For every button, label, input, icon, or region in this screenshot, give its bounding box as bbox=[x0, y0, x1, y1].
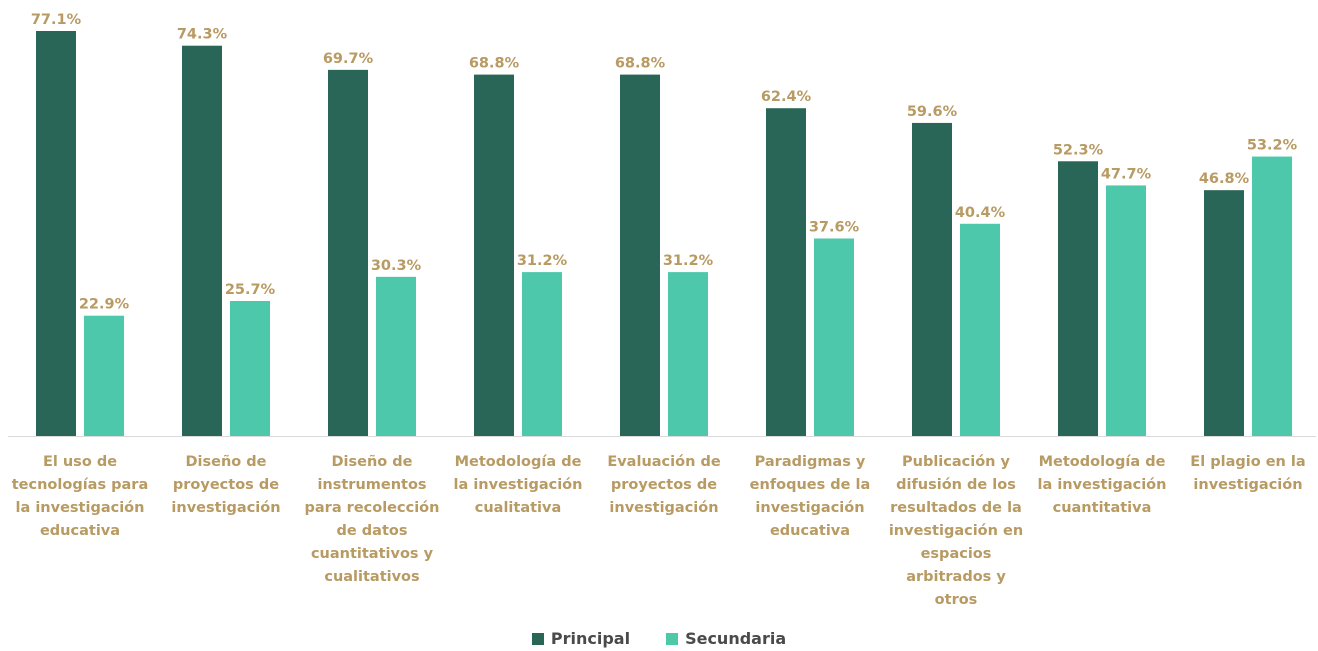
category-label-0: El uso de tecnologías para la investigac… bbox=[11, 454, 149, 539]
legend-label-secundaria: Secundaria bbox=[685, 629, 787, 648]
bar-principal-4 bbox=[620, 74, 660, 437]
legend-label-principal: Principal bbox=[550, 629, 631, 648]
legend-swatch-secundaria bbox=[666, 632, 679, 645]
value-label-secundaria-0: 22.9% bbox=[79, 297, 130, 313]
bar-secundaria-6 bbox=[960, 223, 1000, 436]
category-label-1: Diseño de proyectos de investigación bbox=[171, 454, 281, 516]
category-label-4: Evaluación de proyectos de investigación bbox=[607, 454, 721, 516]
value-label-secundaria-4: 31.2% bbox=[663, 253, 714, 269]
value-label-secundaria-8: 53.2% bbox=[1247, 138, 1298, 154]
bar-secundaria-3 bbox=[522, 272, 562, 436]
bar-secundaria-0 bbox=[84, 315, 124, 436]
category-label-5: Paradigmas y enfoques de la investigació… bbox=[749, 454, 871, 539]
value-label-secundaria-3: 31.2% bbox=[517, 253, 568, 269]
value-label-principal-4: 68.8% bbox=[615, 56, 666, 72]
category-label-8: El plagio en la investigación bbox=[1190, 454, 1306, 493]
bar-secundaria-4 bbox=[668, 272, 708, 436]
bar-principal-2 bbox=[328, 69, 368, 437]
bar-principal-8 bbox=[1204, 190, 1244, 436]
value-label-principal-3: 68.8% bbox=[469, 56, 520, 72]
value-label-principal-0: 77.1% bbox=[31, 12, 82, 28]
bar-principal-5 bbox=[766, 108, 806, 436]
bar-principal-6 bbox=[912, 122, 952, 436]
bar-secundaria-7 bbox=[1106, 185, 1146, 436]
category-label-3: Metodología de la investigación cualitat… bbox=[453, 454, 583, 516]
bar-principal-3 bbox=[474, 74, 514, 437]
value-label-secundaria-1: 25.7% bbox=[225, 282, 276, 298]
bar-secundaria-2 bbox=[376, 276, 416, 436]
bar-secundaria-8 bbox=[1252, 156, 1292, 437]
value-label-secundaria-6: 40.4% bbox=[955, 205, 1006, 221]
value-label-principal-8: 46.8% bbox=[1199, 171, 1250, 187]
value-label-secundaria-5: 37.6% bbox=[809, 219, 860, 235]
category-label-7: Metodología de la investigación cuantita… bbox=[1037, 454, 1167, 516]
category-label-2: Diseño de instrumentos para recolección … bbox=[304, 454, 440, 585]
legend-item-principal: Principal bbox=[531, 629, 631, 648]
bar-secundaria-5 bbox=[814, 238, 854, 436]
bar-principal-7 bbox=[1058, 161, 1098, 436]
legend-swatch-principal bbox=[531, 632, 544, 645]
value-label-principal-5: 62.4% bbox=[761, 89, 812, 105]
value-label-principal-7: 52.3% bbox=[1053, 142, 1104, 158]
legend-item-secundaria: Secundaria bbox=[666, 629, 786, 648]
bar-secundaria-1 bbox=[230, 301, 270, 436]
value-label-principal-1: 74.3% bbox=[177, 27, 228, 43]
value-label-principal-2: 69.7% bbox=[323, 51, 374, 67]
category-label-6: Publicación y difusión de los resultados… bbox=[888, 454, 1024, 608]
legend: Principal Secundaria bbox=[0, 629, 1318, 648]
value-label-principal-6: 59.6% bbox=[907, 104, 958, 120]
value-label-secundaria-2: 30.3% bbox=[371, 258, 422, 274]
bar-principal-0 bbox=[36, 31, 76, 436]
bar-principal-1 bbox=[182, 45, 222, 437]
value-label-secundaria-7: 47.7% bbox=[1101, 166, 1152, 182]
